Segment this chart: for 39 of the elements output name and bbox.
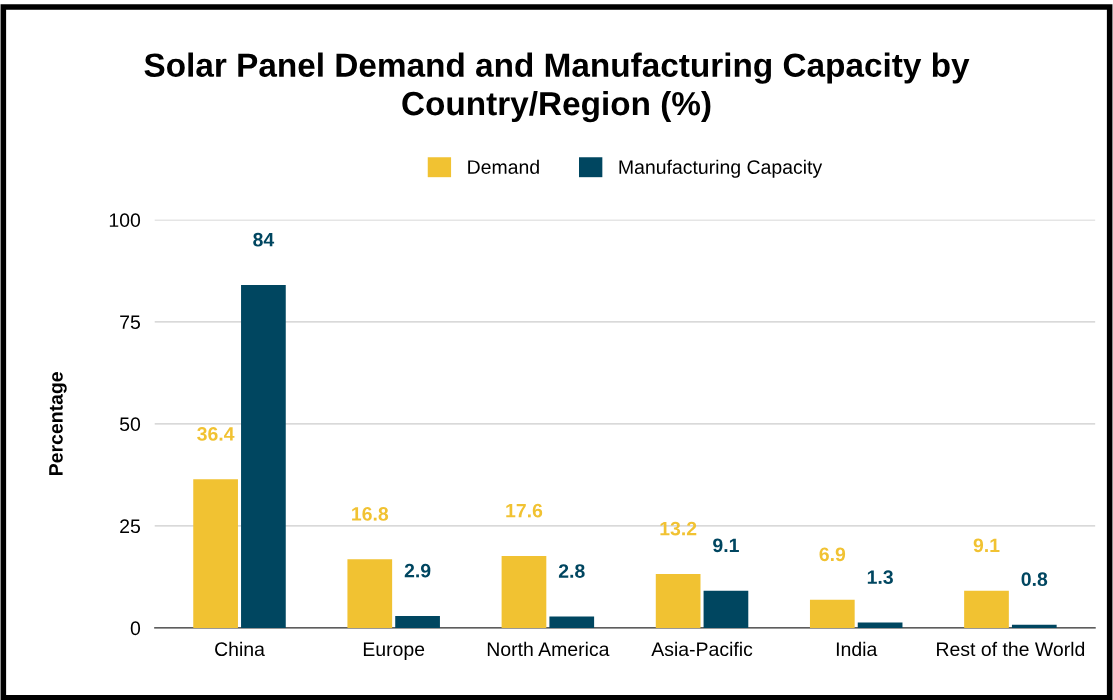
data-label: 9.1 — [713, 538, 739, 553]
x-tick-label: India — [836, 641, 878, 657]
bar — [655, 574, 701, 628]
bar — [964, 590, 1009, 628]
bar — [395, 616, 440, 628]
bar — [1011, 624, 1057, 628]
chart-title: Solar Panel Demand and Manufacturing Capacity by Country/Region (%) — [144, 52, 970, 123]
y-tick-label: 75 — [120, 315, 141, 330]
y-tick-label: 100 — [109, 213, 141, 228]
bar — [857, 622, 903, 628]
x-tick-label: Asia-Pacific — [651, 641, 753, 657]
y-tick-label: 0 — [130, 621, 141, 636]
legend-label: Demand — [468, 159, 539, 174]
data-label: 2.9 — [404, 563, 431, 578]
bar — [549, 616, 595, 628]
data-label: 16.8 — [352, 507, 389, 521]
bar — [347, 559, 393, 628]
y-axis-title: Percentage — [49, 372, 67, 475]
data-label: 6.9 — [819, 547, 846, 562]
bar — [241, 285, 286, 628]
x-tick-label: North America — [487, 641, 610, 657]
bar — [809, 599, 855, 628]
data-label: 36.4 — [197, 427, 235, 441]
x-tick-label: China — [215, 641, 265, 657]
y-tick-label: 50 — [119, 417, 141, 432]
x-tick-label: Rest of the World — [937, 641, 1085, 657]
data-label: 1.3 — [867, 570, 893, 585]
data-label: 2.8 — [558, 564, 585, 578]
y-tick-label: 25 — [120, 519, 141, 534]
x-tick-label: Europe — [363, 642, 425, 660]
data-label: 84 — [253, 232, 275, 247]
data-label: 17.6 — [506, 503, 543, 518]
legend-label: Manufacturing Capacity — [619, 159, 823, 178]
data-label: 13.2 — [660, 521, 697, 536]
data-label: 0.8 — [1021, 572, 1048, 587]
bar — [703, 590, 749, 628]
bar — [501, 556, 547, 628]
bar — [193, 479, 238, 628]
data-label: 9.1 — [973, 538, 1000, 553]
